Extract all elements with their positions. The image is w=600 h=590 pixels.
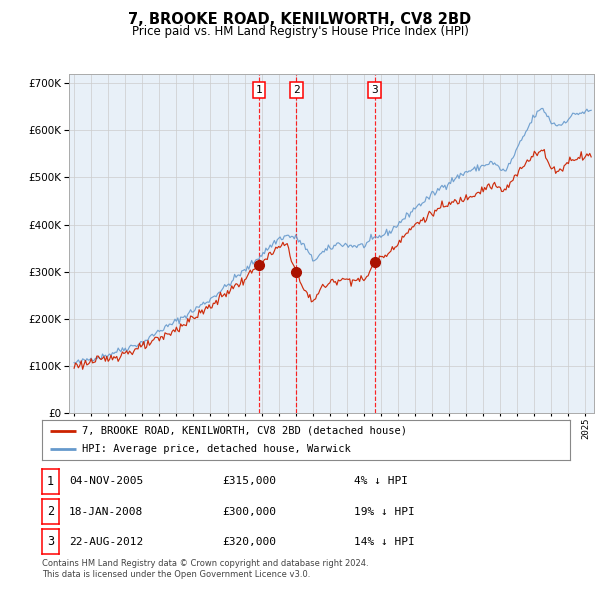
Text: Contains HM Land Registry data © Crown copyright and database right 2024.: Contains HM Land Registry data © Crown c…	[42, 559, 368, 568]
Text: HPI: Average price, detached house, Warwick: HPI: Average price, detached house, Warw…	[82, 444, 350, 454]
Text: 7, BROOKE ROAD, KENILWORTH, CV8 2BD: 7, BROOKE ROAD, KENILWORTH, CV8 2BD	[128, 12, 472, 27]
Text: £315,000: £315,000	[222, 477, 276, 486]
Text: 3: 3	[371, 85, 378, 95]
Text: 3: 3	[47, 535, 54, 548]
Text: 7, BROOKE ROAD, KENILWORTH, CV8 2BD (detached house): 7, BROOKE ROAD, KENILWORTH, CV8 2BD (det…	[82, 426, 407, 436]
Text: 04-NOV-2005: 04-NOV-2005	[69, 477, 143, 486]
Text: 1: 1	[47, 475, 54, 488]
Text: 19% ↓ HPI: 19% ↓ HPI	[354, 507, 415, 516]
Text: £300,000: £300,000	[222, 507, 276, 516]
Text: 18-JAN-2008: 18-JAN-2008	[69, 507, 143, 516]
Text: 1: 1	[256, 85, 262, 95]
Text: 14% ↓ HPI: 14% ↓ HPI	[354, 537, 415, 546]
Text: 22-AUG-2012: 22-AUG-2012	[69, 537, 143, 546]
Text: 2: 2	[293, 85, 300, 95]
Text: This data is licensed under the Open Government Licence v3.0.: This data is licensed under the Open Gov…	[42, 570, 310, 579]
Text: 2: 2	[47, 505, 54, 518]
Text: 4% ↓ HPI: 4% ↓ HPI	[354, 477, 408, 486]
Text: Price paid vs. HM Land Registry's House Price Index (HPI): Price paid vs. HM Land Registry's House …	[131, 25, 469, 38]
Text: £320,000: £320,000	[222, 537, 276, 546]
